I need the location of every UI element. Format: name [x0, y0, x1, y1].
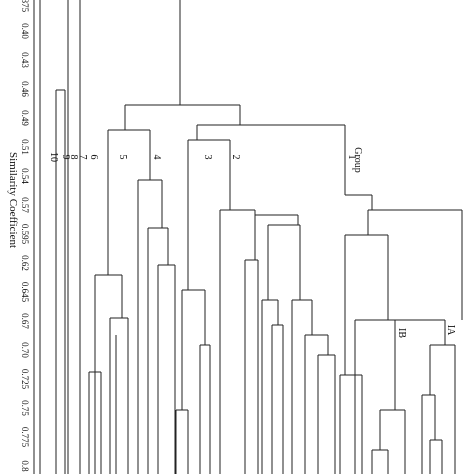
- tick-label: 0.57: [20, 197, 30, 213]
- group-number: 1: [346, 155, 357, 160]
- tick-label: 0.8: [20, 460, 30, 472]
- group-number: 10: [48, 152, 59, 162]
- group-number: 6: [88, 155, 99, 160]
- tick-label: 0.725: [20, 369, 30, 390]
- tick-label: 0.375: [20, 0, 30, 13]
- group-label: Group: [352, 147, 363, 173]
- group-number: 9: [60, 155, 71, 160]
- tick-label: 0.40: [20, 23, 30, 39]
- tick-label: 0.54: [20, 168, 30, 184]
- tick-label: 0.67: [20, 313, 30, 329]
- group-number: 3: [202, 155, 213, 160]
- tick-label: 0.775: [20, 427, 30, 448]
- group-number: 5: [117, 155, 128, 160]
- axis-title: Similarity Coefficient: [7, 152, 19, 248]
- tick-label: 0.51: [20, 139, 30, 155]
- tick-label: 0.595: [20, 224, 30, 245]
- tick-label: 0.46: [20, 81, 30, 97]
- group-number: 8: [68, 155, 79, 160]
- dendrogram: [39, 0, 463, 474]
- group-number: 2: [230, 155, 241, 160]
- group-number: 7: [77, 155, 88, 160]
- tick-label: 0.43: [20, 52, 30, 68]
- tick-label: 0.62: [20, 255, 30, 271]
- tick-label: 0.70: [20, 342, 30, 358]
- axis-ticks: 0.375 0.40 0.43 0.46 0.49 0.51 0.54 0.57 0.595 0.…: [20, 0, 30, 472]
- tick-label: 0.75: [20, 400, 30, 416]
- subgroup-label: IB: [396, 328, 407, 338]
- group-number: 4: [151, 155, 162, 160]
- tick-label: 0.645: [20, 282, 30, 303]
- subgroup-label: IA: [445, 325, 456, 336]
- tick-label: 0.49: [20, 110, 30, 126]
